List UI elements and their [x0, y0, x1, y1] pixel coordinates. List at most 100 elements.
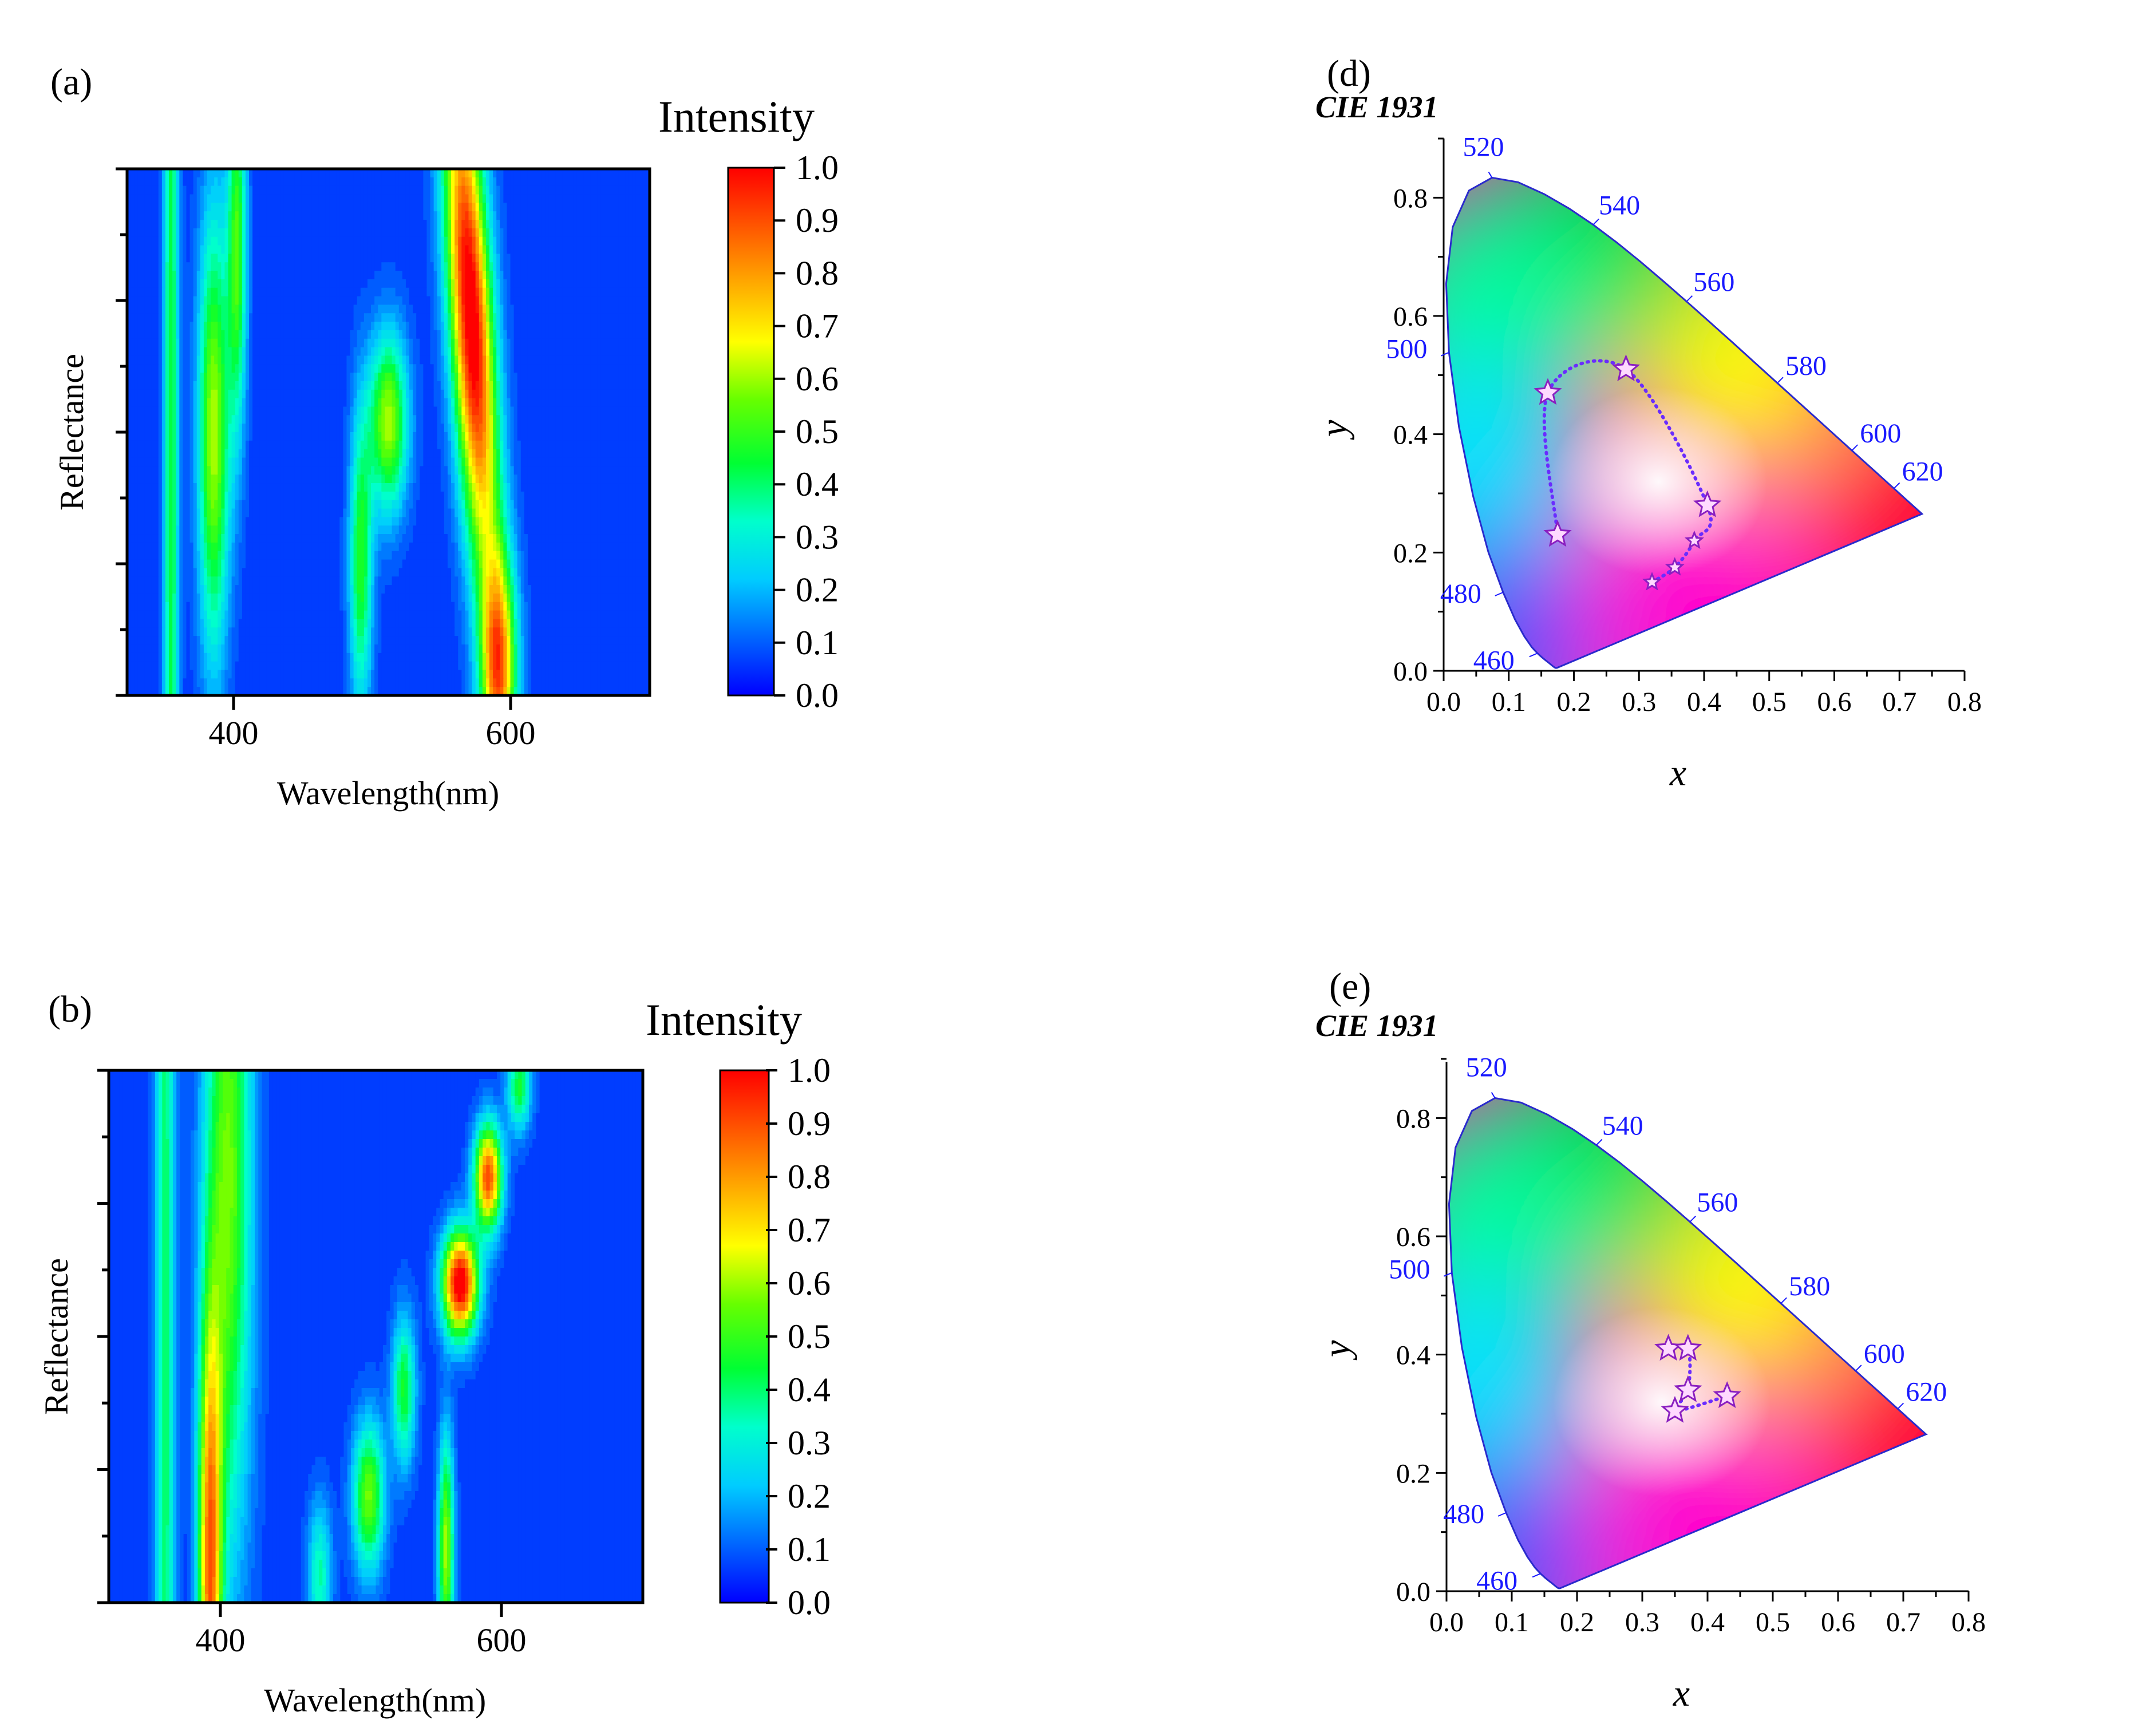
heatmap-cell — [374, 415, 378, 424]
heatmap-cell — [155, 262, 159, 271]
heatmap-cell — [280, 406, 284, 416]
heatmap-cell — [635, 389, 640, 399]
heatmap-cell — [360, 389, 365, 399]
heatmap-cell — [329, 364, 333, 373]
heatmap-cell — [625, 424, 630, 433]
heatmap-cell — [580, 381, 584, 390]
heatmap-cell — [186, 364, 191, 373]
heatmap-cell — [189, 373, 194, 382]
heatmap-cell — [426, 220, 431, 229]
heatmap-cell — [336, 194, 340, 203]
heatmap-cell — [298, 220, 302, 229]
heatmap-cell — [468, 296, 473, 306]
heatmap-cell — [308, 415, 313, 424]
heatmap-cell — [280, 254, 284, 263]
heatmap-cell — [420, 228, 424, 238]
heatmap-cell — [315, 364, 319, 373]
heatmap-cell — [520, 177, 525, 187]
heatmap-cell — [513, 338, 518, 348]
heatmap-cell — [134, 330, 138, 339]
heatmap-cell — [144, 432, 149, 441]
heatmap-cell — [235, 381, 239, 390]
heatmap-cell — [507, 338, 511, 348]
heatmap-cell — [437, 220, 441, 229]
heatmap-cell — [597, 406, 602, 416]
heatmap-cell — [440, 211, 445, 220]
heatmap-cell — [211, 398, 215, 408]
heatmap-cell — [642, 185, 647, 195]
heatmap-cell — [573, 185, 577, 195]
heatmap-cell — [144, 211, 149, 220]
heatmap-cell — [169, 440, 173, 450]
heatmap-cell — [395, 279, 400, 288]
heatmap-cell — [183, 185, 187, 195]
heatmap-cell — [235, 449, 239, 458]
heatmap-cell — [580, 169, 584, 178]
heatmap-cell — [137, 347, 141, 357]
heatmap-cell — [363, 236, 368, 246]
heatmap-cell — [134, 381, 138, 390]
heatmap-cell — [176, 373, 180, 382]
heatmap-cell — [590, 296, 595, 306]
heatmap-cell — [308, 245, 313, 254]
heatmap-cell — [343, 287, 347, 297]
heatmap-cell — [193, 373, 197, 382]
heatmap-cell — [183, 169, 187, 178]
heatmap-cell — [451, 347, 455, 357]
heatmap-cell — [500, 313, 504, 322]
heatmap-cell — [409, 440, 413, 450]
heatmap-cell — [256, 279, 260, 288]
heatmap-cell — [517, 296, 521, 306]
heatmap-cell — [482, 287, 487, 297]
heatmap-cell — [343, 373, 347, 382]
heatmap-cell — [371, 203, 375, 212]
heatmap-cell — [353, 296, 358, 306]
heatmap-cell — [221, 364, 226, 373]
heatmap-cell — [472, 254, 476, 263]
heatmap-cell — [308, 440, 313, 450]
heatmap-cell — [437, 169, 441, 178]
heatmap-cell — [134, 440, 138, 450]
heatmap-cell — [642, 305, 647, 314]
heatmap-cell — [416, 313, 420, 322]
heatmap-cell — [527, 203, 532, 212]
heatmap-cell — [189, 254, 194, 263]
heatmap-cell — [517, 330, 521, 339]
heatmap-cell — [607, 364, 612, 373]
heatmap-cell — [635, 322, 640, 331]
heatmap-cell — [520, 381, 525, 390]
heatmap-cell — [440, 296, 445, 306]
heatmap-cell — [224, 203, 229, 212]
heatmap-cell — [256, 185, 260, 195]
heatmap-cell — [287, 279, 291, 288]
heatmap-cell — [500, 373, 504, 382]
heatmap-cell — [211, 203, 215, 212]
heatmap-cell — [231, 440, 236, 450]
heatmap-cell — [639, 440, 643, 450]
heatmap-cell — [395, 424, 400, 433]
heatmap-cell — [475, 254, 480, 263]
heatmap-cell — [566, 245, 570, 254]
heatmap-cell — [183, 381, 187, 390]
heatmap-cell — [458, 296, 462, 306]
heatmap-cell — [639, 415, 643, 424]
heatmap-cell — [635, 424, 640, 433]
heatmap-cell — [305, 373, 309, 382]
heatmap-cell — [496, 271, 500, 280]
heatmap-cell — [489, 355, 493, 365]
heatmap-cell — [235, 398, 239, 408]
heatmap-cell — [367, 185, 372, 195]
heatmap-cell — [211, 449, 215, 458]
heatmap-cell — [629, 398, 633, 408]
heatmap-cell — [333, 338, 337, 348]
heatmap-cell — [256, 355, 260, 365]
heatmap-cell — [559, 220, 563, 229]
heatmap-cell — [535, 364, 539, 373]
heatmap-cell — [214, 194, 218, 203]
heatmap-cell — [493, 177, 497, 187]
heatmap-cell — [315, 381, 319, 390]
heatmap-cell — [148, 296, 152, 306]
heatmap-cell — [179, 347, 183, 357]
heatmap-cell — [392, 364, 396, 373]
heatmap-cell — [447, 322, 452, 331]
